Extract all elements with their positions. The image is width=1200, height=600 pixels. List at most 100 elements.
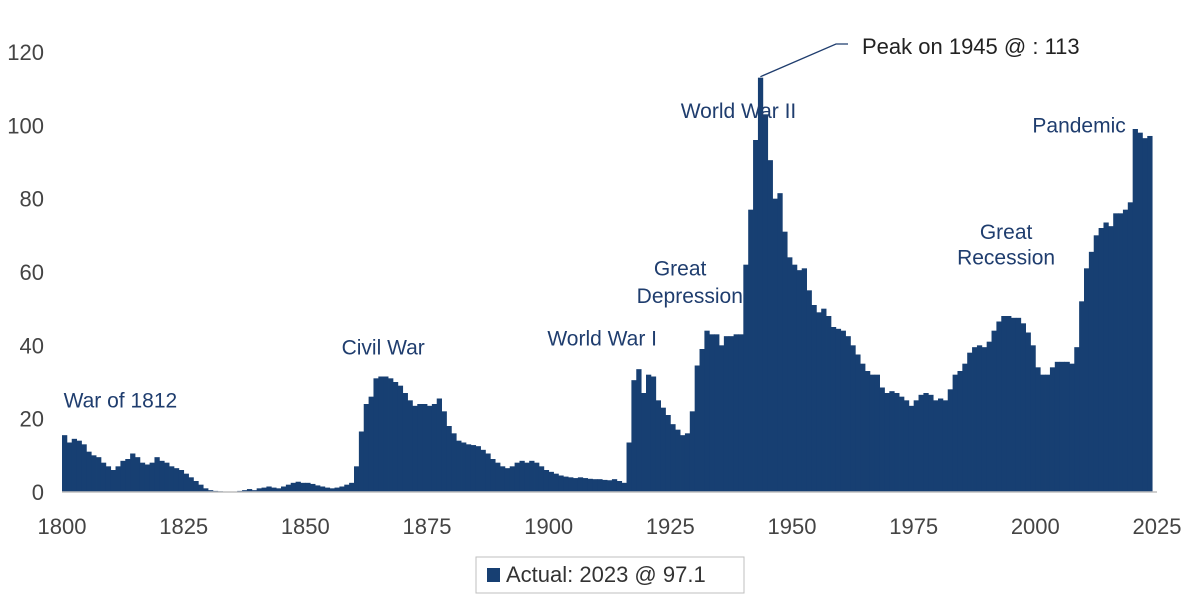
y-tick-label: 120 [7, 40, 44, 65]
bar-1905 [573, 478, 579, 492]
bar-1909 [592, 479, 598, 492]
bar-1936 [723, 336, 730, 492]
bar-1960 [840, 330, 846, 492]
bar-1917 [631, 380, 637, 492]
bar-1948 [782, 231, 788, 493]
bar-1892 [509, 466, 515, 492]
bar-2009 [1079, 301, 1085, 492]
bar-1924 [665, 415, 671, 492]
bar-1872 [412, 405, 418, 492]
annotation-label: Great [980, 221, 1033, 244]
bar-1887 [485, 453, 491, 492]
annotation-label: War of 1812 [64, 390, 178, 413]
bar-1837 [242, 490, 248, 492]
bar-1815 [135, 457, 141, 492]
bar-1845 [281, 486, 287, 492]
bar-1961 [845, 336, 851, 492]
bar-1989 [981, 347, 988, 492]
bar-2012 [1093, 235, 1099, 492]
bar-1942 [753, 140, 759, 492]
bar-1925 [670, 424, 676, 492]
bar-1898 [538, 466, 545, 492]
bar-1847 [290, 482, 296, 492]
bar-1850 [305, 482, 311, 492]
bar-1981 [942, 400, 949, 492]
bar-1855 [329, 488, 335, 492]
bar-1964 [860, 363, 866, 492]
y-tick-label: 80 [20, 187, 44, 212]
bar-1824 [178, 470, 185, 492]
bar-1857 [339, 486, 345, 492]
annotation-label: World War I [547, 327, 657, 350]
bar-2014 [1103, 222, 1109, 492]
legend-box [475, 556, 745, 594]
annotation-label: Pandemic [1032, 115, 1125, 138]
bar-1933 [709, 334, 715, 492]
bar-1992 [996, 321, 1002, 492]
bar-2022 [1142, 138, 1148, 493]
bar-1903 [563, 476, 569, 492]
bar-1821 [164, 462, 170, 492]
bar-1904 [568, 477, 574, 492]
bar-1819 [154, 457, 160, 492]
bar-1971 [894, 393, 900, 492]
bar-2005 [1059, 361, 1065, 492]
bar-1944 [762, 114, 769, 492]
bar-1807 [96, 457, 102, 492]
bars-group [62, 77, 1153, 493]
bar-2000 [1035, 367, 1041, 492]
y-tick-label: 60 [20, 260, 44, 285]
bar-1957 [826, 316, 832, 492]
bar-1803 [76, 440, 82, 492]
bar-1895 [524, 462, 530, 492]
bar-1984 [957, 371, 963, 492]
bar-1851 [310, 483, 316, 492]
bar-1901 [553, 473, 559, 492]
bar-1908 [587, 478, 593, 492]
x-tick-label: 1900 [524, 514, 573, 539]
y-tick-label: 40 [20, 333, 44, 358]
annotation-label: World War II [681, 100, 797, 123]
bar-2002 [1045, 374, 1051, 492]
bar-1896 [529, 460, 535, 492]
bar-1830 [208, 490, 214, 492]
bar-1897 [534, 462, 540, 492]
bar-1883 [465, 444, 472, 492]
bar-1945 [767, 160, 773, 493]
bar-2006 [1064, 361, 1070, 492]
x-tick-label: 2000 [1011, 514, 1060, 539]
bar-2001 [1040, 374, 1046, 492]
bar-1802 [71, 438, 77, 492]
bar-1943 [757, 77, 764, 493]
bar-2017 [1118, 213, 1124, 492]
x-tick-label: 1950 [768, 514, 817, 539]
bar-1814 [130, 453, 136, 492]
legend-label: Actual: 2023 @ 97.1 [506, 562, 706, 587]
bar-1886 [480, 449, 486, 492]
bar-1856 [334, 487, 340, 492]
bar-1955 [816, 312, 822, 492]
bar-1885 [475, 446, 481, 492]
bar-1820 [159, 460, 165, 492]
bar-1813 [125, 459, 131, 492]
bar-1991 [991, 330, 997, 492]
bar-1938 [733, 334, 739, 492]
bar-1902 [558, 475, 564, 492]
bar-1822 [169, 466, 175, 492]
bar-1866 [383, 376, 389, 492]
bar-1838 [246, 489, 253, 492]
bar-1969 [884, 393, 890, 492]
x-tick-label: 1825 [159, 514, 208, 539]
bar-1867 [388, 378, 394, 492]
bar-1912 [607, 480, 613, 492]
bar-1843 [271, 487, 277, 492]
bar-1816 [139, 462, 146, 492]
bar-1829 [203, 488, 209, 492]
bar-1899 [543, 470, 550, 492]
x-tick-label: 1800 [38, 514, 87, 539]
x-tick-label: 1850 [281, 514, 330, 539]
bar-1800 [62, 435, 68, 492]
bar-1863 [368, 396, 374, 492]
